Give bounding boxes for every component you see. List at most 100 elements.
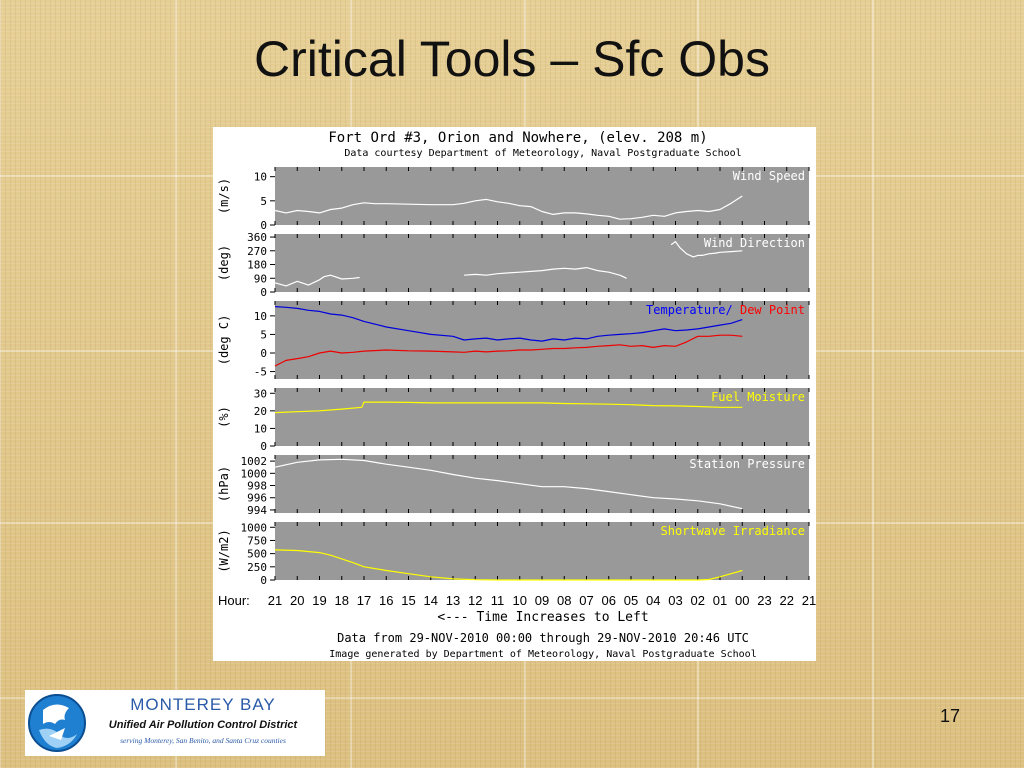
time-direction-caption: <--- Time Increases to Left: [437, 610, 648, 625]
x-tick-label: 01: [713, 593, 727, 608]
x-tick-label: 03: [668, 593, 682, 608]
y-axis-label: (deg): [217, 245, 231, 281]
y-tick-label: 996: [247, 492, 267, 505]
y-tick-label: 1000: [241, 521, 268, 534]
y-tick-label: 0: [260, 286, 267, 299]
x-tick-label: 05: [624, 593, 638, 608]
logo-line3: serving Monterey, San Benito, and Santa …: [120, 736, 286, 745]
y-tick-label: 0: [260, 347, 267, 360]
y-tick-label: 750: [247, 534, 267, 547]
chart-title: Fort Ord #3, Orion and Nowhere, (elev. 2…: [328, 130, 707, 146]
x-tick-label: 02: [691, 593, 705, 608]
x-tick-label: 10: [513, 593, 527, 608]
y-tick-label: 10: [254, 310, 267, 323]
y-axis-label: (%): [217, 406, 231, 428]
panel-label: Shortwave Irradiance: [661, 524, 806, 538]
y-tick-label: 0: [260, 219, 267, 232]
y-tick-label: 1002: [241, 455, 268, 468]
y-tick-label: 90: [254, 272, 267, 285]
y-axis-label: (deg C): [217, 315, 231, 366]
y-tick-label: 994: [247, 504, 267, 517]
x-tick-label: 18: [335, 593, 349, 608]
district-logo: MONTEREY BAY Unified Air Pollution Contr…: [25, 690, 325, 756]
y-tick-label: 5: [260, 195, 267, 208]
chart-svg: Fort Ord #3, Orion and Nowhere, (elev. 2…: [217, 130, 816, 660]
y-tick-label: 20: [254, 405, 267, 418]
series-line-3: [670, 240, 743, 258]
panel-label: Temperature/ Dew Point: [646, 303, 805, 317]
y-tick-label: 180: [247, 259, 267, 272]
panel-label: Station Pressure: [689, 457, 805, 471]
x-tick-label: 08: [557, 593, 571, 608]
logo-line2: Unified Air Pollution Control District: [109, 719, 299, 731]
x-tick-label: 11: [491, 593, 505, 608]
y-tick-label: 10: [254, 422, 267, 435]
chart-subtitle: Data courtesy Department of Meteorology,…: [344, 148, 741, 159]
tile-seam: [175, 0, 177, 768]
x-tick-label: 00: [735, 593, 749, 608]
x-tick-label: 12: [468, 593, 482, 608]
y-tick-label: 360: [247, 231, 267, 244]
panel-label: Fuel Moisture: [711, 390, 805, 404]
x-tick-label: 20: [290, 593, 304, 608]
y-tick-label: 5: [260, 328, 267, 341]
x-tick-label: 16: [379, 593, 393, 608]
y-axis-label: (hPa): [217, 466, 231, 502]
y-tick-label: 250: [247, 561, 267, 574]
panel-background: [275, 301, 809, 379]
x-tick-label: 07: [579, 593, 593, 608]
panel-background: [275, 388, 809, 446]
hour-label: Hour:: [218, 593, 250, 608]
page-number: 17: [940, 706, 961, 726]
panel-1: 0 5 10 (m/s) Wind Speed: [217, 167, 810, 232]
generated-by-footer: Image generated by Department of Meteoro…: [329, 649, 756, 660]
series-line-1: [274, 549, 743, 581]
tile-seam: [872, 0, 874, 768]
y-tick-label: 0: [260, 440, 267, 453]
panel-background: [275, 167, 809, 225]
series-line-1: [274, 274, 360, 287]
panel-label: Wind Speed: [733, 169, 805, 183]
x-tick-label: 09: [535, 593, 549, 608]
x-tick-label: 14: [424, 593, 438, 608]
data-range-footer: Data from 29-NOV-2010 00:00 through 29-N…: [337, 631, 749, 645]
y-tick-label: 10: [254, 171, 267, 184]
y-tick-label: 30: [254, 387, 267, 400]
x-tick-label: 22: [780, 593, 794, 608]
panel-label: Wind Direction: [704, 236, 805, 250]
tile-seam: [0, 697, 1024, 699]
x-ticks-group: 21 20 19 18 17 16 15 14 13 12 11 10 09 08 07 06 05 04 03 02…: [268, 593, 816, 608]
x-tick-label: 23: [757, 593, 771, 608]
y-tick-label: 270: [247, 245, 267, 258]
y-tick-label: 500: [247, 548, 267, 561]
series-line-1: [274, 306, 743, 342]
y-tick-label: 0: [260, 574, 267, 587]
panel-background: [275, 234, 809, 292]
slide-title: Critical Tools – Sfc Obs: [254, 31, 770, 87]
x-tick-label: 13: [446, 593, 460, 608]
x-tick-label: 17: [357, 593, 371, 608]
series-line-2: [464, 267, 627, 279]
logo-line1: MONTEREY BAY: [130, 695, 276, 714]
y-tick-label: 1000: [241, 467, 268, 480]
y-axis-label: (W/m2): [217, 529, 231, 572]
series-line-1: [274, 401, 743, 414]
x-tick-label: 15: [401, 593, 415, 608]
y-tick-label: -5: [254, 366, 267, 379]
series-line-1: [274, 458, 743, 510]
globe-icon: [28, 694, 86, 752]
panel-3: -5 0 5 10 (deg C) Temperature/ Dew Point: [217, 301, 810, 379]
x-tick-label: 21: [268, 593, 282, 608]
panel-background: [275, 522, 809, 580]
surface-obs-chart: Fort Ord #3, Orion and Nowhere, (elev. 2…: [213, 127, 816, 661]
x-tick-label: 19: [312, 593, 326, 608]
panel-4: 0 10 20 30 (%) Fuel Moisture: [217, 387, 810, 453]
y-axis-label: (m/s): [217, 178, 231, 214]
y-tick-label: 998: [247, 480, 267, 493]
series-line-1: [274, 195, 743, 220]
x-tick-label: 21: [802, 593, 816, 608]
